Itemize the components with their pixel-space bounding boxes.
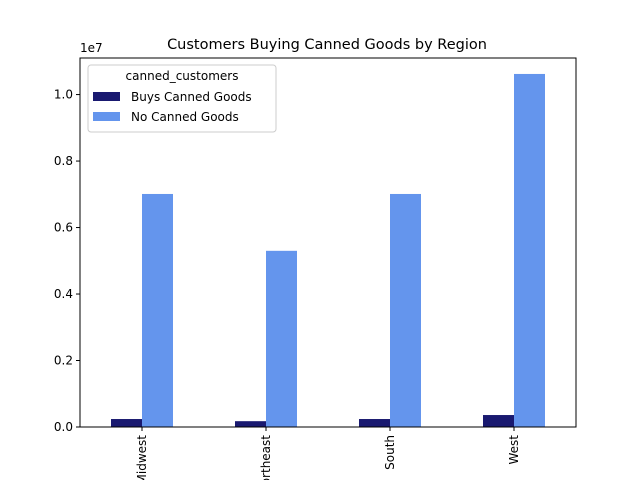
y-tick-label: 1.0	[54, 88, 73, 102]
x-axis: Midwest Northeast South West	[135, 427, 521, 480]
y-axis: 0.0 0.2 0.4 0.6 0.8 1.0	[54, 88, 80, 434]
chart-title: Customers Buying Canned Goods by Region	[167, 37, 487, 53]
bar-buys-midwest	[111, 419, 142, 427]
bar-buys-south	[359, 419, 390, 427]
bars-group	[111, 73, 545, 427]
plot-area-frame	[79, 57, 577, 428]
legend-box	[87, 64, 277, 133]
bar-buys-northeast	[235, 421, 266, 427]
x-tick-label: Northeast	[259, 435, 273, 480]
legend: canned_customers Buys Canned Goods No Cann…	[87, 64, 277, 133]
legend-swatch	[93, 92, 120, 101]
bar-no-northeast	[266, 250, 297, 427]
x-tick-label: West	[507, 435, 521, 465]
bar-no-west	[514, 73, 545, 427]
legend-title: canned_customers	[126, 69, 239, 83]
bar-no-south	[390, 193, 421, 427]
y-tick-label: 0.8	[54, 154, 73, 168]
y-tick-label: 0.0	[54, 420, 73, 434]
y-tick-label: 0.4	[54, 287, 73, 301]
bar-no-midwest	[142, 193, 173, 427]
x-tick-label: Midwest	[135, 435, 149, 480]
y-tick-label: 0.6	[54, 221, 73, 235]
x-tick-label: South	[383, 435, 397, 470]
legend-label: No Canned Goods	[131, 110, 239, 124]
legend-label: Buys Canned Goods	[131, 90, 252, 104]
y-tick-label: 0.2	[54, 354, 73, 368]
y-axis-scale-label: 1e7	[80, 41, 103, 55]
bar-buys-west	[483, 415, 514, 427]
legend-swatch	[93, 112, 120, 121]
